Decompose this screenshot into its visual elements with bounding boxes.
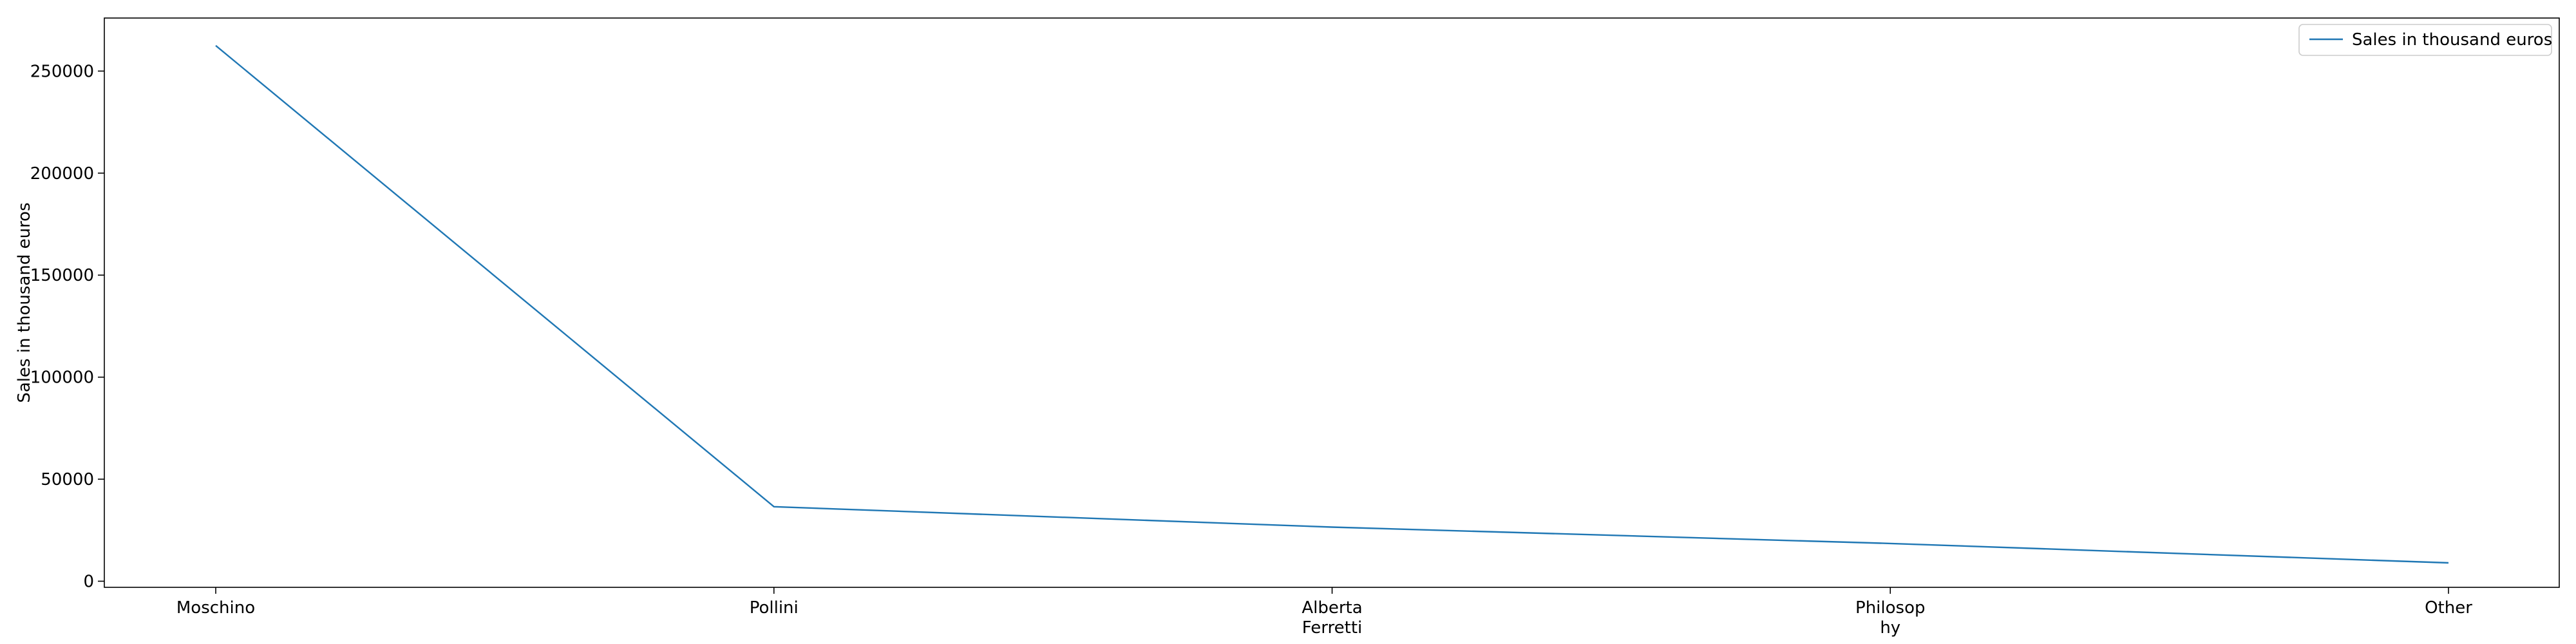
series-line-0 — [215, 44, 2449, 564]
legend-box — [2298, 24, 2552, 56]
y-tick-label: 0 — [83, 572, 94, 591]
series-layer — [215, 44, 2449, 564]
y-tick-label: 250000 — [30, 62, 94, 81]
y-tick-label: 50000 — [41, 470, 94, 489]
y-tick-label: 100000 — [30, 368, 94, 388]
legend: Sales in thousand euros — [2298, 24, 2552, 56]
x-tick-label: Pollini — [750, 598, 799, 618]
x-tick-label: Alberta Ferretti — [1302, 598, 1362, 638]
x-tick-label: Other — [2425, 598, 2472, 618]
x-axis: Moschino Pollini Alberta Ferretti Philosop hy… — [176, 587, 2472, 638]
y-axis: 0 50000 100000 150000 200000 250000 — [30, 62, 104, 591]
legend-entry-label: Sales in thousand euros — [2352, 30, 2552, 50]
y-axis-label: Sales in thousand euros — [15, 202, 34, 402]
x-tick-label: Moschino — [176, 598, 255, 618]
x-tick-label: Philosop hy — [1855, 598, 1925, 638]
y-tick-label: 150000 — [30, 266, 94, 285]
y-tick-label: 200000 — [30, 164, 94, 184]
